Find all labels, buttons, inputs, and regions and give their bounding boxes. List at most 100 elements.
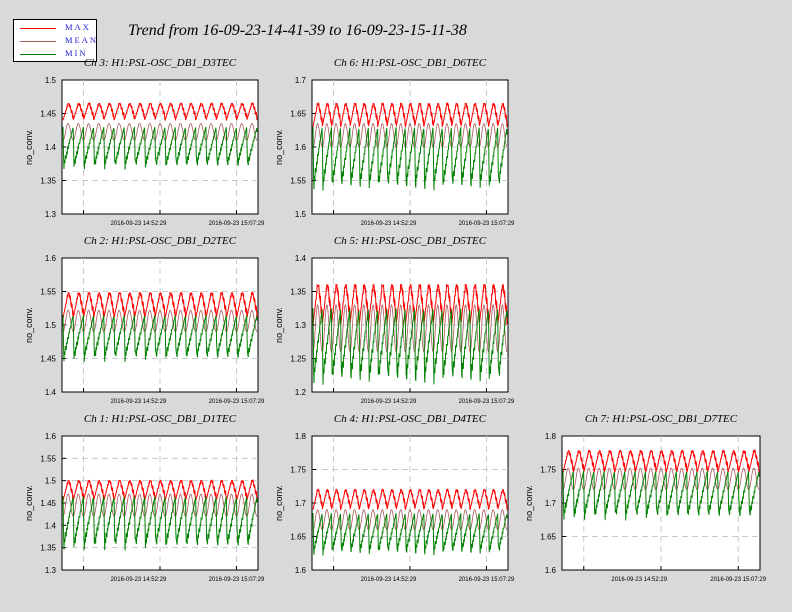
y-tick-label: 1.6 <box>45 432 57 441</box>
chart-3: 1.4 1.45 1.5 1.55 1.6 2016-09-23 14:52:29 2016… <box>24 235 265 405</box>
y-tick-label: 1.35 <box>40 544 56 553</box>
y-tick-label: 1.8 <box>545 432 557 441</box>
legend-label-min: MIN <box>65 48 88 58</box>
series-min <box>312 308 508 385</box>
y-tick-label: 1.3 <box>45 210 57 219</box>
series-max <box>62 291 258 320</box>
chart-title: Ch 4: H1:PSL-OSC_DB1_D4TEC <box>334 413 487 425</box>
chart-title: Ch 5: H1:PSL-OSC_DB1_D5TEC <box>334 235 487 247</box>
legend: MAX MEAN MIN <box>13 19 97 62</box>
y-tick-label: 1.4 <box>45 521 57 530</box>
x-tick-label: 2016-09-23 14:52:29 <box>111 221 167 227</box>
y-tick-label: 1.25 <box>290 355 306 364</box>
y-tick-label: 1.7 <box>295 76 307 85</box>
y-axis-label: no_conv. <box>24 307 34 343</box>
y-tick-label: 1.65 <box>540 533 556 542</box>
y-tick-label: 1.4 <box>295 254 307 263</box>
y-axis-label: no_conv. <box>524 485 534 521</box>
series-mean <box>62 309 258 333</box>
y-tick-label: 1.6 <box>295 566 307 575</box>
x-tick-label: 2016-09-23 14:52:29 <box>361 577 417 583</box>
series-min <box>62 126 258 170</box>
y-tick-label: 1.45 <box>40 499 56 508</box>
series-min <box>312 512 508 556</box>
x-tick-label: 2016-09-23 14:52:29 <box>111 577 167 583</box>
y-tick-label: 1.35 <box>290 288 306 297</box>
y-tick-label: 1.5 <box>45 477 57 486</box>
y-tick-label: 1.7 <box>545 499 557 508</box>
y-tick-label: 1.45 <box>40 110 56 119</box>
x-tick-label: 2016-09-23 14:52:29 <box>111 399 167 405</box>
chart-1: 1.3 1.35 1.4 1.45 1.5 2016-09-23 14:52:29 2016… <box>24 57 265 227</box>
legend-entry-mean: MEAN <box>20 35 99 46</box>
series-max <box>312 101 508 129</box>
y-tick-label: 1.65 <box>290 533 306 542</box>
series-max <box>562 448 760 475</box>
y-tick-label: 1.6 <box>45 254 57 263</box>
y-tick-label: 1.75 <box>540 466 556 475</box>
y-tick-label: 1.55 <box>290 177 306 186</box>
chart-title: Ch 7: H1:PSL-OSC_DB1_D7TEC <box>585 413 738 425</box>
x-tick-label: 2016-09-23 15:07:29 <box>209 399 265 405</box>
x-tick-label: 2016-09-23 15:07:29 <box>710 577 766 583</box>
series-max <box>62 101 258 122</box>
chart-title: Ch 1: H1:PSL-OSC_DB1_D1TEC <box>84 413 237 425</box>
y-axis-label: no_conv. <box>274 485 284 521</box>
series-mean <box>312 509 508 531</box>
series-min <box>62 496 258 551</box>
legend-swatch-mean <box>20 41 56 42</box>
legend-entry-max: MAX <box>20 22 96 33</box>
y-tick-label: 1.2 <box>295 388 307 397</box>
y-axis-label: no_conv. <box>24 129 34 165</box>
y-tick-label: 1.5 <box>45 321 57 330</box>
y-tick-label: 1.4 <box>45 143 57 152</box>
series-min <box>562 470 760 521</box>
chart-6: 1.6 1.65 1.7 1.75 1.8 2016-09-23 14:52:29 2016… <box>274 413 515 583</box>
legend-label-max: MAX <box>65 22 91 32</box>
series-mean <box>312 304 508 353</box>
chart-4: 1.2 1.25 1.3 1.35 1.4 2016-09-23 14:52:29 2016… <box>274 235 515 405</box>
y-tick-label: 1.3 <box>45 566 57 575</box>
y-tick-label: 1.6 <box>545 566 557 575</box>
x-tick-label: 2016-09-23 15:07:29 <box>209 577 265 583</box>
y-tick-label: 1.6 <box>295 143 307 152</box>
y-tick-label: 1.8 <box>295 432 307 441</box>
y-tick-label: 1.65 <box>290 110 306 119</box>
chart-title: Ch 3: H1:PSL-OSC_DB1_D3TEC <box>84 57 237 69</box>
series-max <box>62 478 258 503</box>
chart-5: 1.3 1.35 1.4 1.45 1.5 1.55 1.6 2016-09-23 14:52… <box>24 413 265 583</box>
chart-title: Ch 2: H1:PSL-OSC_DB1_D2TEC <box>84 235 237 247</box>
x-tick-label: 2016-09-23 14:52:29 <box>361 221 417 227</box>
series-min <box>62 314 258 362</box>
y-tick-label: 1.55 <box>40 288 56 297</box>
x-tick-label: 2016-09-23 15:07:29 <box>459 577 515 583</box>
series-min <box>312 126 508 191</box>
series-mean <box>312 123 508 148</box>
page-title: Trend from 16-09-23-14-41-39 to 16-09-23… <box>128 22 467 39</box>
y-axis-label: no_conv. <box>274 129 284 165</box>
chart-2: 1.5 1.55 1.6 1.65 1.7 2016-09-23 14:52:29 2016… <box>274 57 515 227</box>
legend-swatch-min <box>20 54 56 55</box>
chart-title: Ch 6: H1:PSL-OSC_DB1_D6TEC <box>334 57 487 69</box>
x-tick-label: 2016-09-23 14:52:29 <box>611 577 667 583</box>
legend-label-mean: MEAN <box>65 35 99 45</box>
series-mean <box>562 467 760 491</box>
series-mean <box>62 493 258 517</box>
y-axis-label: no_conv. <box>274 307 284 343</box>
y-tick-label: 1.35 <box>40 177 56 186</box>
series-mean <box>62 123 258 141</box>
y-tick-label: 1.4 <box>45 388 57 397</box>
series-max <box>312 283 508 326</box>
y-tick-label: 1.45 <box>40 355 56 364</box>
legend-entry-min: MIN <box>20 48 96 59</box>
x-tick-label: 2016-09-23 15:07:29 <box>459 399 515 405</box>
y-tick-label: 1.55 <box>40 454 56 463</box>
y-tick-label: 1.3 <box>295 321 307 330</box>
y-tick-label: 1.5 <box>295 210 307 219</box>
series-max <box>312 488 508 511</box>
y-tick-label: 1.7 <box>295 499 307 508</box>
legend-swatch-max <box>20 28 56 29</box>
y-axis-label: no_conv. <box>24 485 34 521</box>
x-tick-label: 2016-09-23 15:07:29 <box>209 221 265 227</box>
